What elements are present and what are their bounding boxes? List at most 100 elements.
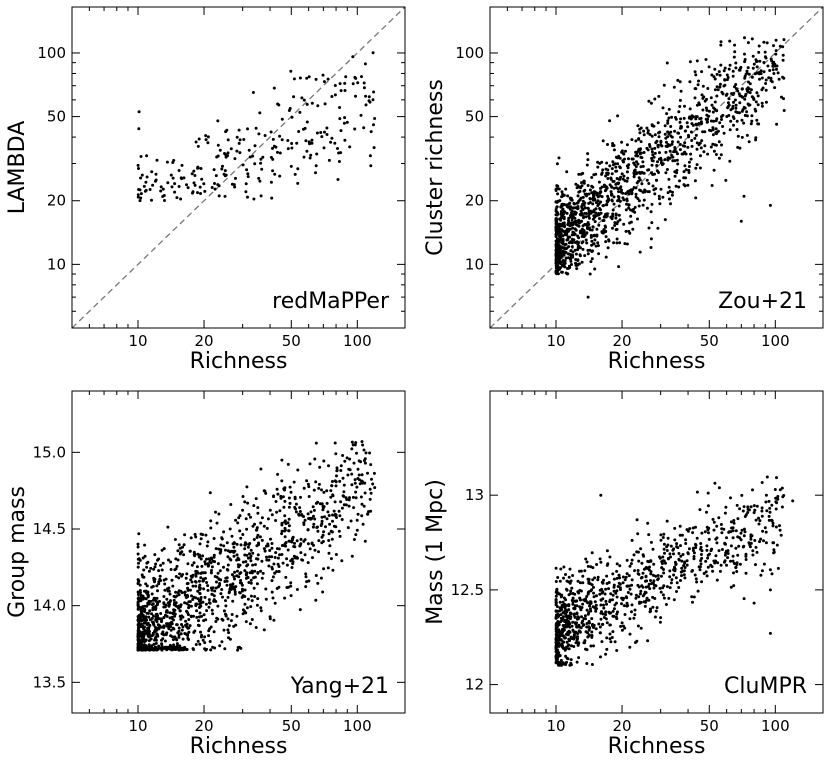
- data-point: [338, 534, 342, 538]
- data-point: [191, 584, 195, 588]
- data-point: [136, 195, 140, 199]
- data-point: [764, 541, 768, 545]
- data-point: [138, 583, 142, 587]
- data-point: [280, 479, 284, 483]
- data-point: [251, 91, 255, 94]
- data-point: [699, 553, 703, 556]
- x-tick-label: 20: [612, 332, 631, 350]
- data-point: [325, 133, 329, 136]
- data-point: [312, 522, 316, 526]
- data-point: [618, 166, 622, 170]
- data-point: [331, 513, 334, 517]
- data-point: [251, 524, 255, 528]
- data-point: [262, 547, 266, 551]
- data-point: [677, 586, 681, 589]
- data-point: [596, 578, 600, 582]
- data-point: [757, 516, 760, 520]
- data-point: [189, 536, 193, 540]
- data-point: [729, 530, 733, 534]
- data-point: [749, 505, 753, 509]
- data-point: [634, 593, 638, 597]
- data-point: [659, 590, 663, 594]
- data-point: [659, 143, 663, 147]
- data-point: [279, 494, 283, 498]
- data-point: [257, 132, 261, 136]
- data-point: [628, 617, 632, 621]
- data-point: [223, 194, 227, 198]
- data-point: [207, 598, 211, 602]
- data-point: [199, 192, 202, 195]
- data-point: [194, 574, 198, 578]
- data-point: [673, 147, 677, 151]
- data-point: [589, 644, 593, 648]
- data-point: [186, 634, 190, 637]
- data-point: [647, 533, 651, 537]
- data-point: [555, 232, 559, 236]
- data-point: [144, 618, 148, 622]
- data-point: [275, 487, 279, 491]
- data-point: [147, 569, 151, 573]
- data-point: [576, 579, 580, 583]
- data-point: [686, 125, 690, 129]
- data-point: [293, 497, 297, 501]
- data-point: [707, 109, 711, 113]
- data-point: [625, 604, 629, 608]
- data-point: [739, 219, 743, 223]
- data-point: [717, 549, 721, 553]
- data-point: [640, 182, 644, 186]
- data-point: [625, 197, 629, 201]
- data-point: [299, 537, 303, 541]
- data-point: [338, 82, 342, 86]
- data-point: [715, 578, 719, 582]
- data-point: [625, 596, 629, 600]
- data-point: [562, 662, 566, 666]
- data-point: [755, 65, 759, 69]
- data-point: [346, 526, 350, 530]
- data-point: [668, 156, 672, 160]
- data-point: [562, 210, 566, 214]
- data-point: [590, 630, 594, 634]
- data-point: [213, 589, 217, 593]
- data-point: [746, 511, 750, 514]
- data-point: [203, 189, 207, 193]
- data-point: [576, 259, 580, 262]
- data-point: [612, 202, 616, 206]
- data-point: [564, 598, 568, 602]
- data-point: [272, 144, 276, 148]
- data-point: [587, 611, 591, 614]
- data-point: [667, 556, 670, 560]
- data-point: [713, 77, 717, 81]
- data-point: [173, 635, 177, 639]
- data-point: [154, 608, 158, 611]
- data-point: [193, 183, 197, 187]
- data-point: [361, 443, 365, 447]
- data-point: [710, 547, 714, 551]
- data-point: [650, 124, 654, 128]
- data-point: [217, 577, 221, 581]
- data-point: [254, 626, 258, 629]
- data-point: [721, 92, 725, 96]
- data-point: [611, 142, 615, 145]
- data-point: [327, 464, 330, 468]
- y-axis-label: Mass (1 Mpc): [423, 479, 448, 625]
- data-point: [588, 621, 591, 625]
- data-point: [561, 600, 565, 604]
- data-point: [233, 592, 237, 596]
- data-point: [313, 517, 317, 521]
- data-point: [154, 179, 157, 183]
- data-point: [649, 210, 653, 214]
- data-point: [199, 571, 203, 575]
- data-point: [337, 509, 341, 513]
- data-point: [557, 187, 561, 191]
- data-point: [636, 162, 640, 166]
- data-point: [599, 560, 603, 564]
- data-point: [287, 524, 291, 528]
- data-point: [673, 538, 677, 542]
- data-point: [209, 625, 213, 629]
- data-point: [772, 548, 776, 552]
- data-point: [177, 629, 181, 633]
- data-point: [626, 591, 630, 594]
- data-point: [690, 569, 694, 573]
- data-point: [577, 190, 581, 194]
- data-point: [576, 242, 580, 246]
